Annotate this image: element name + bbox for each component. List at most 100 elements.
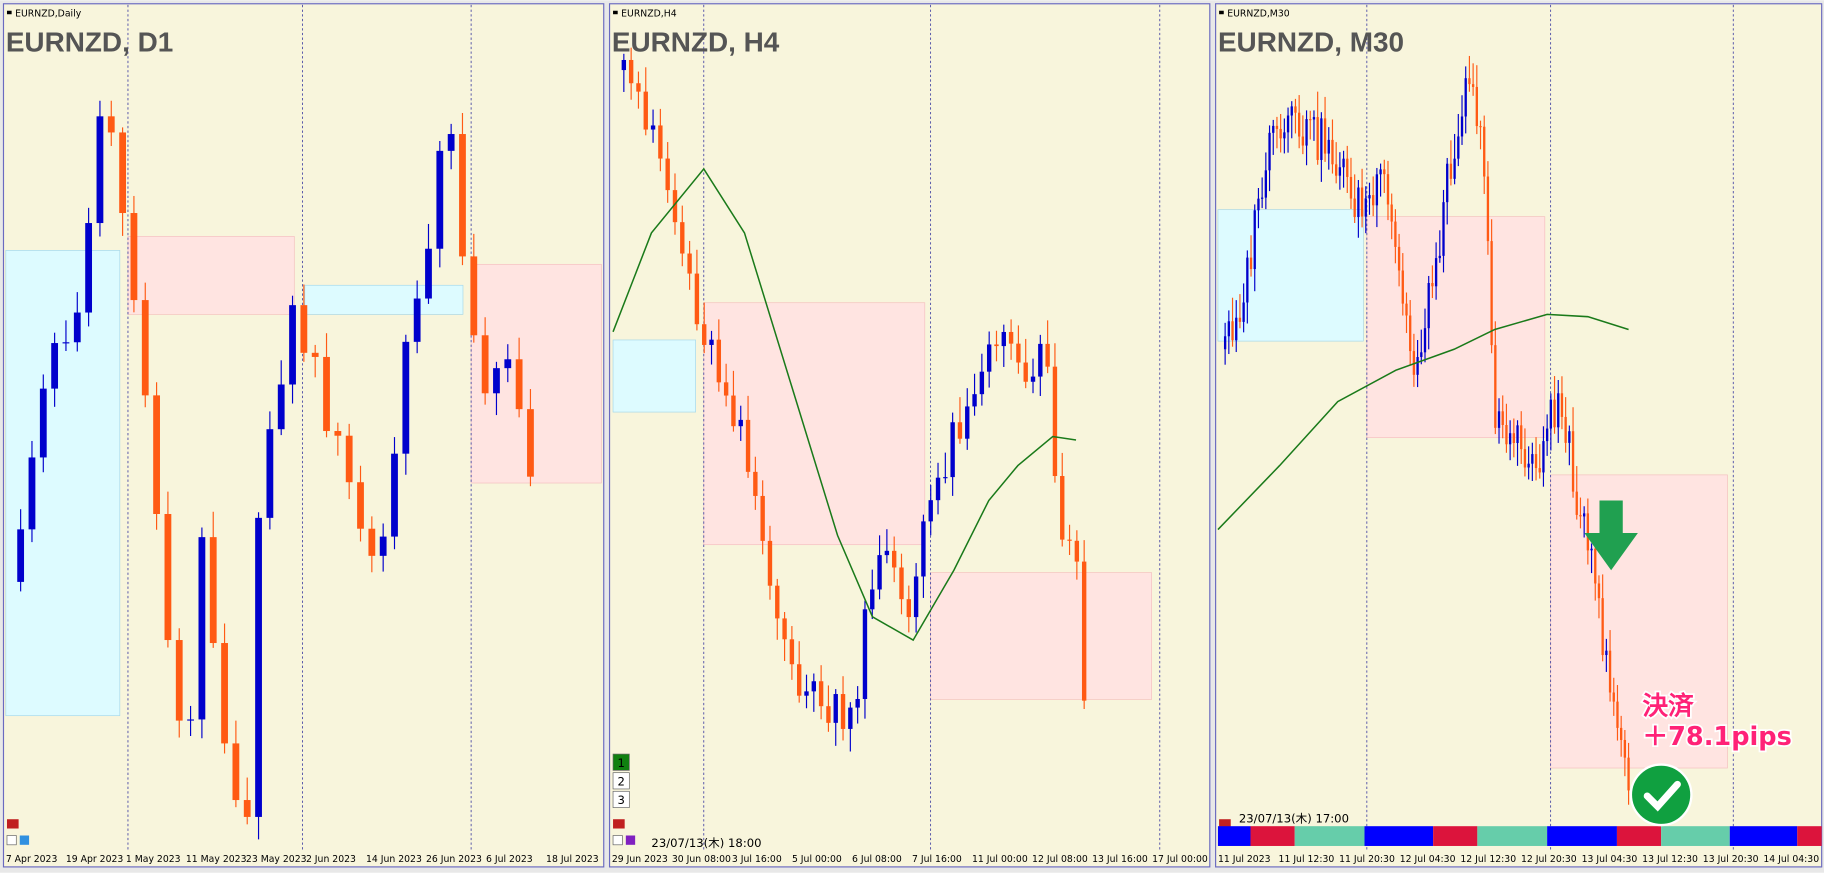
candle-body	[1249, 257, 1253, 270]
candle-body	[906, 599, 911, 618]
candle-body	[1290, 106, 1293, 116]
candle-body	[855, 698, 860, 708]
candle-body	[921, 521, 926, 577]
trend-strip	[1477, 826, 1548, 846]
candle-body	[345, 435, 353, 483]
candle-body	[1616, 701, 1619, 728]
window-title: EURNZD,Daily	[15, 9, 82, 20]
candle-body	[840, 694, 846, 729]
trend-strip	[1729, 826, 1798, 846]
candle-body	[1516, 425, 1519, 444]
window-title: EURNZD,M30	[1227, 9, 1290, 20]
candle-body	[650, 125, 656, 130]
candle-body	[1460, 116, 1464, 137]
candle-body	[73, 312, 81, 343]
candle-body	[1312, 117, 1316, 120]
candle-body	[1497, 411, 1501, 428]
time-label: 13 Jul 20:30	[1703, 854, 1759, 865]
candle-body	[1081, 561, 1087, 701]
candle-body	[1364, 198, 1367, 217]
time-label: 14 Jun 2023	[366, 854, 422, 865]
candle-body	[1235, 317, 1238, 341]
candle-body	[950, 422, 955, 478]
candle-body	[753, 471, 758, 496]
candle-body	[1253, 210, 1256, 270]
time-label: 26 Jun 2023	[426, 854, 482, 865]
candle-body	[767, 540, 773, 586]
candle-body	[187, 719, 194, 721]
candle-body	[1045, 343, 1050, 367]
candle-body	[1553, 399, 1556, 428]
candle-body	[1360, 187, 1364, 217]
candle-body	[1305, 119, 1308, 146]
time-label: 12 Jul 04:30	[1400, 854, 1456, 865]
candle-body	[1008, 331, 1014, 344]
candle-body	[85, 223, 93, 313]
time-label: 7 Jul 16:00	[912, 854, 962, 865]
candle-body	[1335, 164, 1338, 176]
candle-body	[1323, 118, 1327, 154]
chart-button[interactable]	[612, 790, 630, 808]
time-label: 12 Jul 20:30	[1521, 854, 1577, 865]
chart-symbol-label: EURNZD, M30	[1218, 26, 1404, 57]
candle-body	[527, 409, 534, 477]
candle-body	[1223, 336, 1227, 350]
candle-body	[1431, 283, 1434, 287]
window-title: EURNZD,H4	[621, 9, 677, 20]
candle-body	[1586, 513, 1590, 551]
time-label: 7 Apr 2023	[6, 854, 58, 865]
candle-body	[470, 256, 478, 336]
candle-body	[1401, 270, 1404, 304]
zone-box	[127, 236, 295, 315]
candle-body	[1434, 258, 1438, 287]
time-label: 13 Jul 16:00	[1092, 854, 1148, 865]
candle-body	[1571, 431, 1575, 492]
candle-body	[957, 422, 963, 439]
chart-button[interactable]	[612, 753, 630, 771]
candle-body	[1327, 139, 1330, 154]
time-label: 2 Jun 2023	[306, 854, 356, 865]
candle-body	[1568, 431, 1571, 443]
candle-body	[1442, 202, 1445, 256]
annotation-line-2: ＋78.1pips	[1643, 722, 1792, 752]
candle-body	[1394, 221, 1397, 247]
time-label: 11 Jul 2023	[1218, 854, 1271, 865]
candle-body	[811, 681, 817, 692]
candle-body	[221, 643, 228, 744]
candle-body	[723, 382, 729, 396]
chart-button[interactable]	[612, 772, 630, 790]
time-label: 17 Jul 00:00	[1152, 854, 1208, 865]
candle-body	[1416, 357, 1419, 375]
chart-button-label: 2	[617, 774, 624, 788]
candle-body	[51, 343, 59, 389]
candle-body	[1320, 118, 1323, 160]
candle-body	[1405, 303, 1408, 316]
candle-body	[413, 298, 421, 342]
candle-body	[1275, 125, 1279, 129]
time-label: 6 Jul 08:00	[852, 854, 902, 865]
candle-body	[1383, 169, 1386, 175]
candle-body	[1438, 255, 1441, 259]
candle-body	[1623, 739, 1627, 758]
time-label: 12 Jul 08:00	[1032, 854, 1088, 865]
candle-body	[1074, 540, 1080, 562]
candle-body	[175, 640, 183, 721]
time-label: 5 Jul 00:00	[792, 854, 842, 865]
candle-body	[1060, 476, 1065, 540]
candle-body	[782, 618, 787, 640]
moving-average	[1217, 313, 1629, 531]
candle-body	[1342, 158, 1345, 168]
candle-body	[459, 134, 466, 257]
candle-body	[243, 800, 251, 817]
candle-body	[1397, 246, 1401, 271]
candle-body	[1627, 757, 1630, 791]
candle-body	[1052, 366, 1058, 477]
candle-body	[1508, 433, 1512, 445]
candle-body	[1527, 463, 1530, 468]
chart-symbol-label: EURNZD, D1	[6, 26, 173, 57]
zone-box	[304, 284, 464, 315]
time-label: 3 Jul 16:00	[732, 854, 782, 865]
candle-body	[877, 555, 882, 590]
candle-body	[994, 344, 999, 347]
